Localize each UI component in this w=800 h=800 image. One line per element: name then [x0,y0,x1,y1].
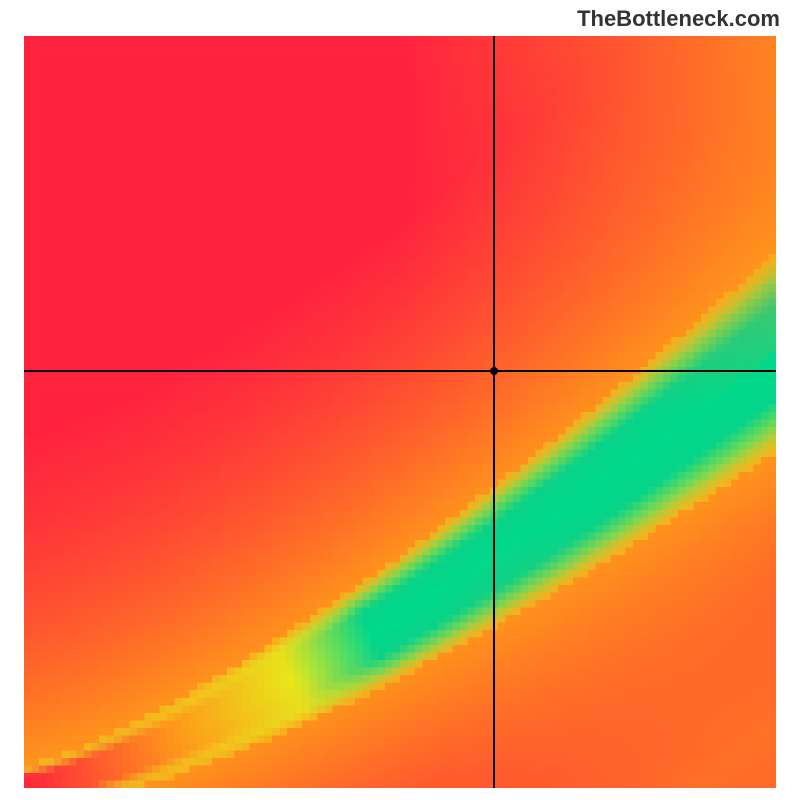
crosshair-horizontal [24,370,776,372]
heatmap-plot [24,36,776,788]
watermark-text: TheBottleneck.com [577,6,780,32]
crosshair-marker [490,367,498,375]
crosshair-vertical [493,36,495,788]
heatmap-canvas [24,36,776,788]
